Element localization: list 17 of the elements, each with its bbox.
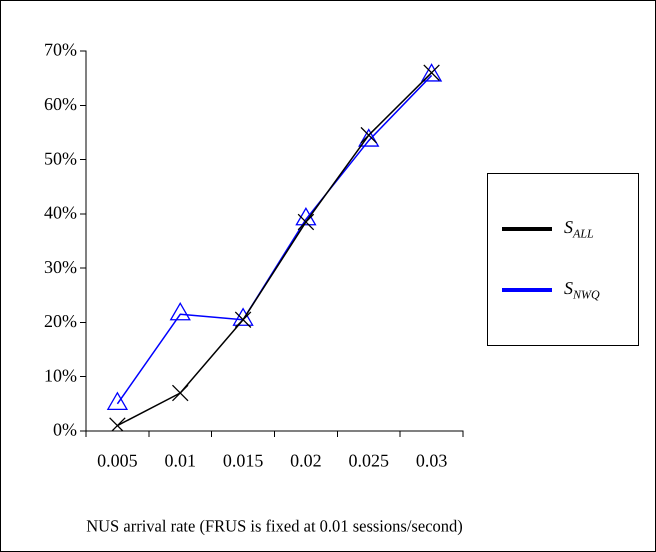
y-tick-label: 10% [44,365,77,386]
y-tick-label: 40% [44,202,77,223]
y-tick-label: 60% [44,94,77,114]
y-tick-label: 70% [44,40,77,60]
legend-label: S$_{ALL}$ [564,216,594,242]
y-tick-label: 50% [44,148,77,168]
x-tick-label: 0.03 [416,450,448,471]
y-tick-label: 20% [44,311,77,332]
x-tick-label: 0.005 [97,450,138,471]
y-tick-label: 30% [44,256,77,277]
x-axis-title: NUS arrival rate (FRUS is fixed at 0.01 sessions/second) [86,516,463,536]
y-tick-label: 0% [52,420,77,440]
legend-label: S$_{NWQ}$ [564,278,600,302]
x-tick-label: 0.02 [290,450,322,471]
x-tick-label: 0.025 [348,450,389,471]
x-tick-label: 0.015 [222,450,264,471]
x-tick-label: 0.01 [164,450,196,471]
